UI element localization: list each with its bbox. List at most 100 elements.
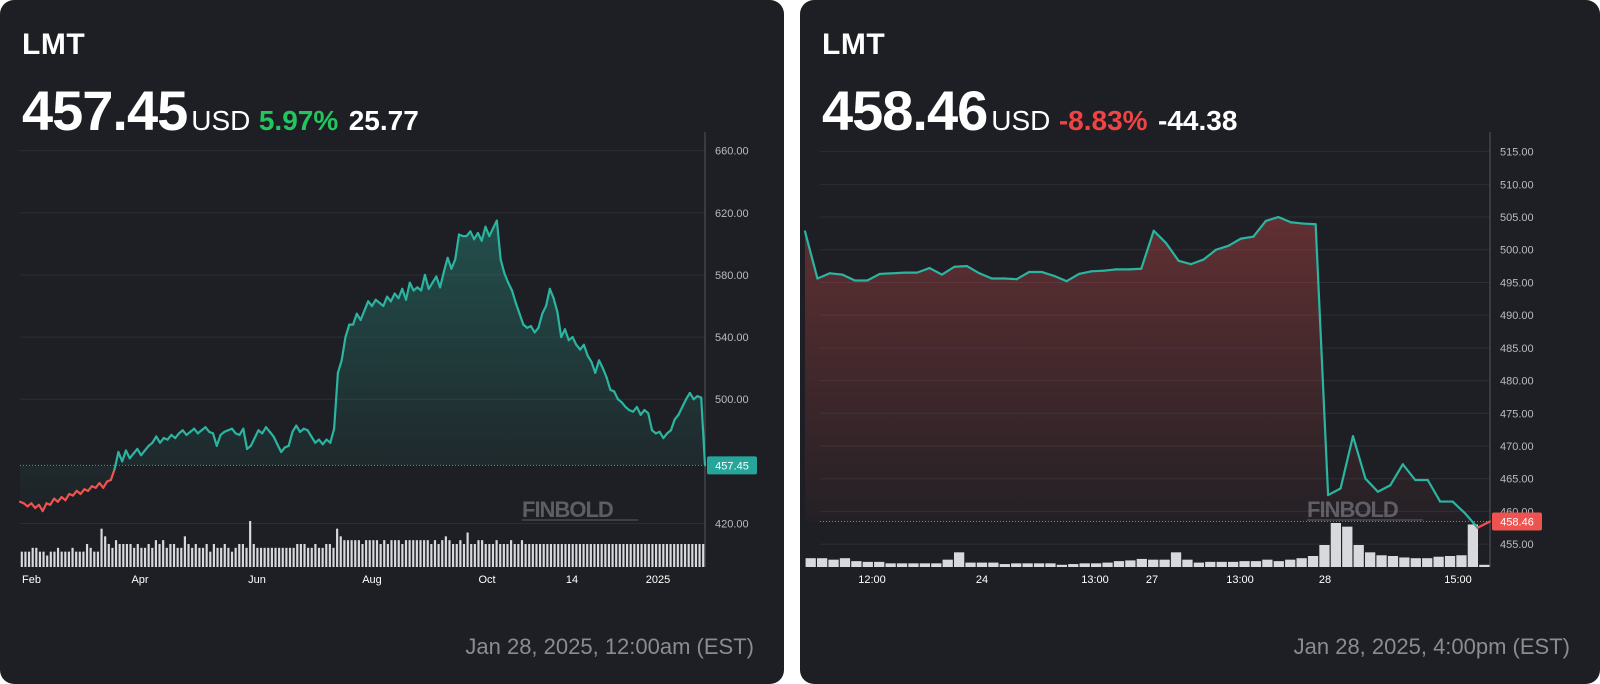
volume-bar — [455, 544, 458, 567]
volume-bar — [259, 547, 263, 567]
volume-bar — [539, 544, 542, 567]
price-chart-right[interactable]: 455.00460.00465.00470.00475.00480.00485.… — [800, 0, 1600, 600]
volume-bar — [1102, 562, 1113, 567]
volume-bar — [426, 540, 429, 567]
volume-bar — [397, 540, 400, 567]
volume-bar — [644, 544, 647, 567]
volume-bar — [531, 544, 534, 567]
volume-bar — [535, 544, 538, 567]
volume-bar — [100, 528, 103, 567]
volume-bar — [183, 536, 186, 567]
x-tick-label: 14 — [566, 574, 578, 586]
volume-bar — [1125, 560, 1136, 567]
volume-bar — [419, 540, 422, 567]
volume-bar — [404, 540, 408, 567]
volume-bar — [896, 563, 908, 567]
price-line-segment — [563, 328, 570, 342]
price-line-segment — [544, 287, 551, 308]
price-line-segment — [438, 270, 445, 289]
price-chart-left[interactable]: 420.00 500.00 540.00 580.00 620.00 660.00 457.… — [0, 0, 784, 600]
volume-bar — [931, 563, 942, 567]
price-line-segment — [136, 447, 143, 457]
volume-bar — [415, 540, 418, 567]
volume-bar — [1239, 561, 1250, 567]
volume-bar — [1479, 564, 1490, 567]
volume-bar — [1205, 561, 1216, 567]
x-tick-label: Feb — [22, 574, 41, 586]
volume-bar — [698, 544, 701, 567]
price-line-segment — [866, 272, 881, 282]
price-line-segment — [113, 450, 120, 471]
y-tick-label: 580.00 — [715, 270, 749, 282]
volume-bar — [470, 544, 473, 567]
volume-bar — [625, 544, 629, 567]
volume-bar — [462, 544, 466, 567]
volume-bar — [564, 544, 567, 567]
volume-bar — [828, 559, 839, 567]
volume-bar — [658, 544, 661, 567]
volume-bar — [484, 544, 487, 567]
chart-card-right: LMT 458.46 USD -8.83% -44.38 455.00 460.00… — [800, 0, 1600, 684]
volume-bar — [368, 540, 371, 567]
volume-bar — [816, 558, 828, 567]
price-line-segment — [442, 256, 449, 273]
volume-bar — [680, 544, 683, 567]
price-line-segment — [700, 396, 707, 467]
volume-bar — [965, 562, 976, 567]
volume-bar — [82, 551, 85, 567]
price-line-segment — [333, 371, 340, 430]
volume-bar — [1227, 561, 1239, 567]
price-line-segment — [1202, 248, 1218, 261]
x-tick-label: 2025 — [646, 574, 670, 586]
price-line-segment — [336, 359, 343, 374]
y-tick-label: 470.00 — [1500, 441, 1534, 453]
price-line-segment — [1214, 244, 1230, 251]
volume-bar — [35, 547, 38, 567]
price-line-segment — [635, 405, 642, 416]
price-line-segment — [507, 281, 514, 292]
volume-bar — [1296, 558, 1307, 567]
volume-bar — [502, 544, 505, 567]
volume-bar — [571, 544, 574, 567]
volume-bar — [466, 532, 469, 567]
price-line-segment — [450, 258, 457, 270]
price-line-segment — [389, 292, 396, 303]
volume-bar — [263, 547, 266, 567]
price-line-segment — [287, 430, 294, 447]
volume-bar — [162, 540, 165, 567]
volume-bar — [256, 547, 259, 567]
volume-bar — [104, 536, 107, 567]
volume-bar — [412, 540, 415, 567]
volume-bar — [1079, 563, 1090, 567]
volume-bar — [394, 540, 397, 567]
price-line-segment — [363, 300, 370, 312]
volume-bar — [249, 521, 252, 567]
volume-bar — [24, 551, 27, 567]
volume-bar — [85, 544, 89, 567]
price-line-segment — [1015, 270, 1031, 281]
price-line-segment — [1451, 500, 1467, 515]
volume-bar — [187, 544, 190, 567]
change-percent: -8.83% — [1058, 105, 1148, 136]
volume-bar — [662, 544, 665, 567]
price-line-segment — [548, 287, 555, 300]
price-line-segment — [1463, 512, 1479, 529]
price-line-segment — [495, 219, 502, 261]
volume-bar — [1159, 559, 1170, 567]
timestamp: Jan 28, 2025, 4:00pm (EST) — [1293, 634, 1570, 659]
volume-bar — [593, 544, 596, 567]
volume-bar — [636, 544, 640, 567]
price-line-segment — [503, 272, 510, 284]
y-tick-label: 510.00 — [1500, 179, 1534, 191]
volume-bar — [31, 547, 34, 567]
volume-bar — [365, 540, 368, 567]
price-line-segment — [1065, 272, 1081, 283]
volume-bar — [488, 544, 491, 567]
volume-bar — [129, 544, 132, 567]
currency-label: USD — [191, 105, 251, 136]
volume-bar — [158, 544, 161, 567]
price-line-segment — [427, 281, 434, 291]
price-line-segment — [978, 272, 993, 280]
volume-bar — [38, 551, 42, 567]
area-fill — [805, 217, 1490, 528]
